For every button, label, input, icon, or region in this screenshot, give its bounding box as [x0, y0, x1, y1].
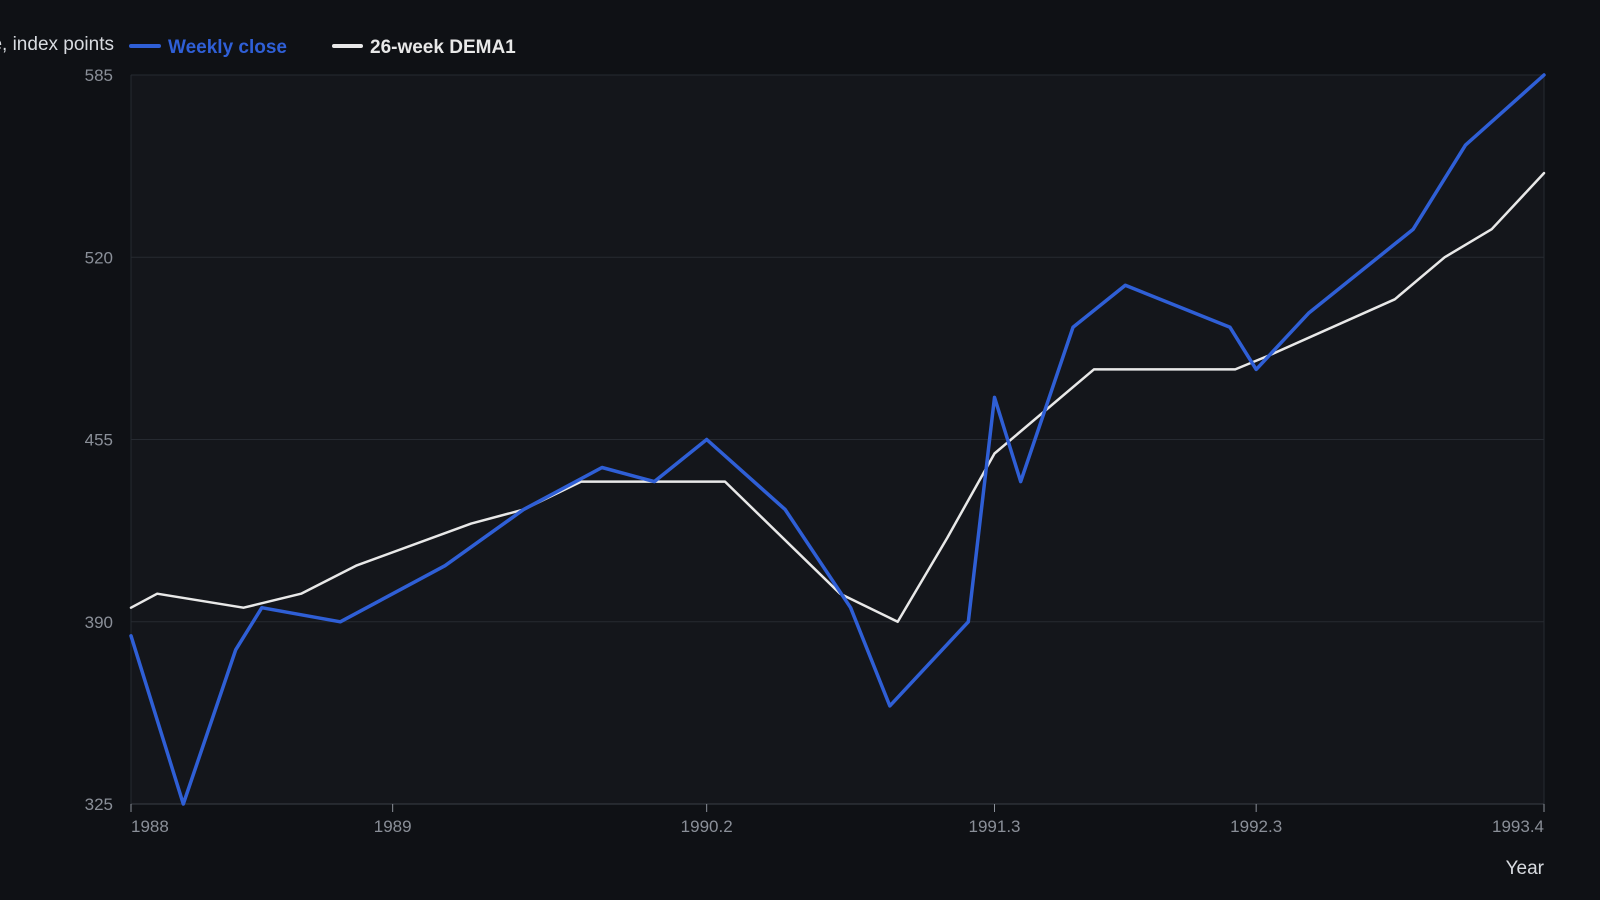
- x-tick-label: 1988: [131, 817, 169, 836]
- series-line-weekly-close: [129, 73, 1546, 806]
- y-tick-label: 520: [85, 248, 113, 267]
- y-tick-label: 585: [85, 66, 113, 85]
- legend-label-dema: 26-week DEMA1: [370, 37, 516, 58]
- x-tick-label: 1993.4: [1492, 817, 1544, 836]
- x-tick-label: 1991.3: [969, 817, 1021, 836]
- x-axis-title: Year: [1506, 858, 1545, 879]
- y-axis-title: Close, index points: [0, 34, 114, 55]
- y-tick-label: 325: [85, 795, 113, 814]
- series-lines: [129, 73, 1546, 806]
- y-axis-ticks: 325 390 455 520 585: [85, 66, 113, 814]
- series-line-dema: [129, 171, 1546, 624]
- y-tick-label: 455: [85, 431, 113, 450]
- legend-label-weekly-close: Weekly close: [168, 37, 287, 58]
- x-tick-label: 1992.3: [1230, 817, 1282, 836]
- x-tick-label: 1990.2: [681, 817, 733, 836]
- x-axis-ticks: 1988 1989 1990.2 1991.3 1992.3 1993.4: [130, 804, 1545, 836]
- y-tick-label: 390: [85, 613, 113, 632]
- x-tick-label: 1989: [374, 817, 412, 836]
- legend: Weekly close 26-week DEMA1: [129, 37, 516, 58]
